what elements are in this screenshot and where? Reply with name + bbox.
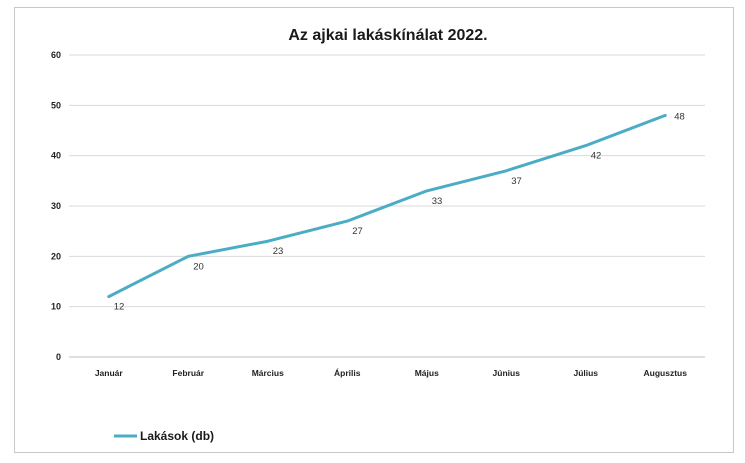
gridlines [69,54,705,358]
data-label: 27 [352,226,363,237]
y-tick-label: 0 [56,352,61,362]
y-tick-label: 10 [51,302,61,312]
x-tick-label: Május [415,368,439,378]
data-label: 42 [591,151,602,162]
x-axis: Január Február Március Április Május Június Jú… [95,368,687,378]
x-tick-label: Január [95,368,124,378]
x-tick-label: Április [334,368,361,378]
data-label: 12 [114,302,125,313]
y-tick-label: 20 [51,251,61,261]
chart-frame: Az ajkai lakáskínálat 2022. 0 10 20 30 40 50 6… [14,7,734,453]
data-label: 48 [674,111,685,122]
x-tick-label: Június [493,368,521,378]
data-label: 20 [193,261,204,272]
legend-label: Lakások (db) [140,429,214,443]
data-label: 33 [432,196,443,207]
data-labels: 12 20 23 27 33 37 42 48 [114,111,685,312]
y-axis: 0 10 20 30 40 50 60 [51,50,61,362]
y-tick-label: 40 [51,151,61,161]
line-chart: Az ajkai lakáskínálat 2022. 0 10 20 30 40 50 6… [51,27,705,443]
legend: Lakások (db) [114,429,214,443]
data-label: 37 [511,176,522,187]
y-tick-label: 30 [51,201,61,211]
data-label: 23 [273,246,284,257]
x-tick-label: Március [252,368,284,378]
series-line [107,113,667,299]
y-tick-label: 50 [51,100,61,110]
x-tick-label: Július [573,368,598,378]
x-tick-label: Augusztus [644,368,688,378]
y-tick-label: 60 [51,50,61,60]
chart-title: Az ajkai lakáskínálat 2022. [288,27,487,44]
series-lines [107,113,667,299]
x-tick-label: Február [172,368,204,378]
